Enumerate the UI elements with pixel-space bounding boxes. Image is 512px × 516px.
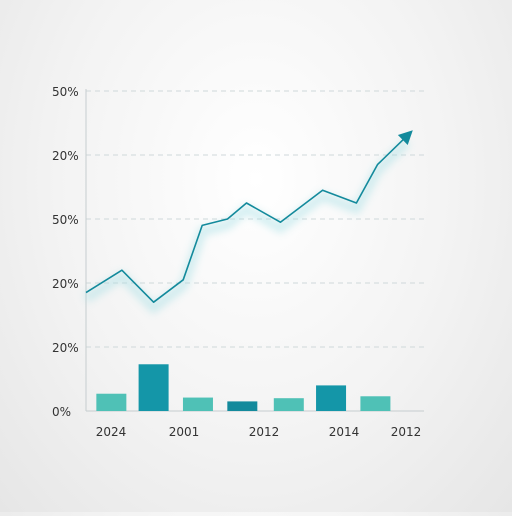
- line-arrowhead: [397, 130, 413, 145]
- bar: [138, 364, 169, 411]
- y-tick-label: 20%: [52, 341, 79, 355]
- line-path: [85, 135, 408, 303]
- x-tick-label: 2024: [96, 425, 127, 439]
- y-tick-label: 50%: [52, 85, 79, 99]
- y-tick-label: 20%: [52, 277, 79, 291]
- bar: [96, 393, 127, 411]
- y-tick-label: 0%: [52, 405, 71, 419]
- x-tick-label: 2014: [329, 425, 360, 439]
- bar: [227, 401, 258, 411]
- line-series: [83, 130, 413, 315]
- x-tick-label: 2012: [391, 425, 422, 439]
- line-glow: [83, 138, 411, 315]
- axes: [85, 89, 424, 412]
- x-tick-labels: 2024 2001 2012 2014 2012: [96, 425, 422, 439]
- gridlines: [86, 90, 424, 348]
- x-tick-label: 2001: [169, 425, 200, 439]
- y-tick-label: 20%: [52, 149, 79, 163]
- y-tick-label: 50%: [52, 213, 79, 227]
- bar: [316, 385, 347, 411]
- bar: [360, 396, 391, 411]
- bar-series: [96, 364, 391, 411]
- bar: [273, 398, 304, 411]
- bar: [182, 397, 213, 411]
- x-tick-label: 2012: [249, 425, 280, 439]
- y-tick-labels: 50% 20% 50% 20% 20% 0%: [52, 85, 79, 419]
